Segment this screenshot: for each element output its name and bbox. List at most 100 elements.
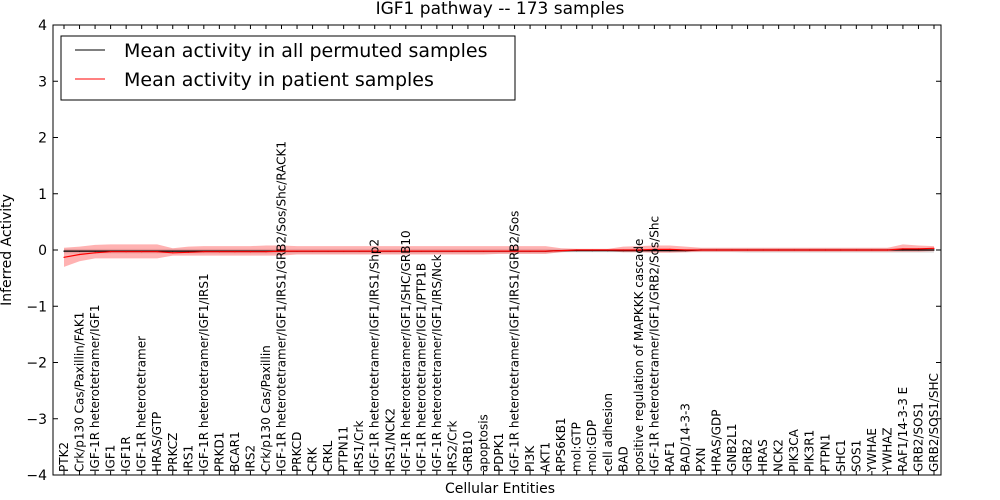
y-tick-label: 0 (38, 243, 47, 259)
x-tick-label: IGF-1R heterotetramer/IGF1/IRS1/Shp2 (368, 239, 382, 472)
legend: Mean activity in all permuted samples Me… (60, 35, 516, 101)
x-tick-label: PI3K (523, 445, 537, 472)
data-point (747, 249, 749, 251)
x-tick-label: PRKCZ (166, 433, 180, 472)
data-point (218, 251, 220, 253)
data-point (545, 250, 547, 252)
x-tick-label: SHC1 (834, 439, 848, 472)
x-tick-label: IGF1 (104, 445, 118, 472)
x-tick-label: IRS1 (181, 445, 195, 472)
y-tick-label: −2 (26, 356, 47, 372)
data-point (63, 256, 65, 258)
x-tick-label: PTPN11 (337, 426, 351, 472)
x-tick-label: Crk/p130 Cas/Paxillin (259, 345, 273, 472)
data-point (855, 249, 857, 251)
data-point (902, 249, 904, 251)
x-tick-label: IGF-1R heterotetramer/IGF1/IRS1 (197, 273, 211, 472)
data-point (902, 248, 904, 250)
data-point (824, 249, 826, 251)
data-point (591, 249, 593, 251)
x-tick-label: PXN (694, 448, 708, 472)
y-tick-label: −1 (26, 299, 47, 315)
data-point (296, 250, 298, 252)
data-point (141, 251, 143, 253)
x-tick-label: CRK (306, 446, 320, 472)
x-tick-label: YWHAE (865, 428, 879, 473)
data-point (607, 249, 609, 251)
data-point (715, 249, 718, 251)
x-tick-label: IGF1R (119, 436, 133, 472)
x-tick-label: YWHAZ (880, 427, 894, 473)
data-point (374, 250, 376, 252)
x-tick-label: PRKCD (290, 432, 304, 472)
x-tick-label: IGF-1R heterotetramer/IGF1/IRS1/GRB2/Sos… (275, 141, 289, 472)
data-point (762, 249, 764, 251)
x-tick-label: IRS1/NCK2 (383, 408, 397, 472)
x-axis-ticks: PTK2 Crk/p130 Cas/Paxillin/FAK1 IGF-1R het… (57, 25, 941, 475)
x-tick-label: GNB2L1 (725, 424, 739, 472)
x-tick-label: GRB2/SOS1 (912, 402, 926, 472)
x-tick-label: HRAS (756, 439, 770, 472)
x-tick-label: IGF-1R heterotetramer/IGF1/IRS/Nck (430, 254, 444, 472)
data-point (871, 249, 873, 251)
legend-label-permuted: Mean activity in all permuted samples (124, 40, 487, 62)
x-tick-label: positive regulation of MAPKKK cascade (632, 239, 646, 472)
x-tick-label: IRS1/Crk (352, 421, 366, 472)
data-point (110, 251, 112, 253)
x-tick-label: IRS2 (243, 445, 257, 472)
series-lines (63, 247, 935, 258)
data-point (669, 248, 671, 250)
data-point (467, 250, 469, 252)
data-point (917, 248, 920, 250)
x-tick-label: RPS6KB1 (554, 417, 568, 472)
data-point (917, 249, 920, 251)
data-point (187, 250, 189, 252)
x-tick-label: HRAS/GDP (710, 409, 724, 472)
x-tick-label: HRAS/GTP (150, 412, 164, 472)
data-point (731, 249, 733, 251)
x-tick-label: PTK2 (57, 442, 71, 472)
data-point (451, 250, 453, 252)
y-tick-label: 3 (38, 74, 47, 90)
x-tick-label: IGF-1R heterotetramer/IGF1 (88, 305, 102, 472)
data-point (172, 252, 174, 254)
x-tick-label: IRS2/Crk (445, 421, 459, 472)
data-point (482, 250, 485, 252)
data-point (529, 250, 531, 252)
y-tick-label: −3 (26, 412, 47, 428)
x-tick-label: Crk/p130 Cas/Paxillin/FAK1 (73, 312, 87, 472)
x-tick-label: BAD (616, 446, 630, 472)
data-point (63, 250, 65, 252)
data-point (405, 250, 407, 252)
x-tick-label: PRKD1 (212, 432, 226, 472)
data-point (389, 250, 391, 252)
x-tick-label: SOS1 (849, 440, 863, 472)
data-point (933, 247, 935, 249)
band-series-1 (64, 244, 934, 267)
x-tick-label: mol:GDP (585, 420, 599, 472)
x-tick-label: IGF-1R heterotetramer/IGF1/GRB2/Sos/Shc (647, 216, 661, 472)
x-tick-label: GRB2/SOS1/SHC (927, 373, 941, 472)
data-point (94, 252, 96, 254)
data-point (280, 250, 283, 252)
x-tick-label: PIK3R1 (803, 430, 817, 472)
x-tick-label: IGF-1R heterotetramer/IGF1/PTP1B (414, 263, 428, 472)
data-point (420, 250, 422, 252)
x-tick-label: GRB10 (461, 431, 475, 472)
legend-label-patient: Mean activity in patient samples (124, 69, 434, 91)
y-tick-label: −4 (26, 468, 47, 484)
legend-box (60, 35, 516, 101)
data-point (669, 250, 671, 252)
data-point (156, 251, 158, 253)
data-point (793, 249, 795, 251)
y-tick-label: 2 (38, 131, 47, 147)
data-point (622, 249, 624, 251)
data-point (436, 250, 438, 252)
data-point (249, 251, 251, 253)
data-point (513, 250, 516, 252)
data-point (358, 250, 360, 252)
data-point (327, 250, 329, 252)
x-tick-label: apoptosis (477, 414, 491, 472)
data-point (78, 250, 81, 252)
